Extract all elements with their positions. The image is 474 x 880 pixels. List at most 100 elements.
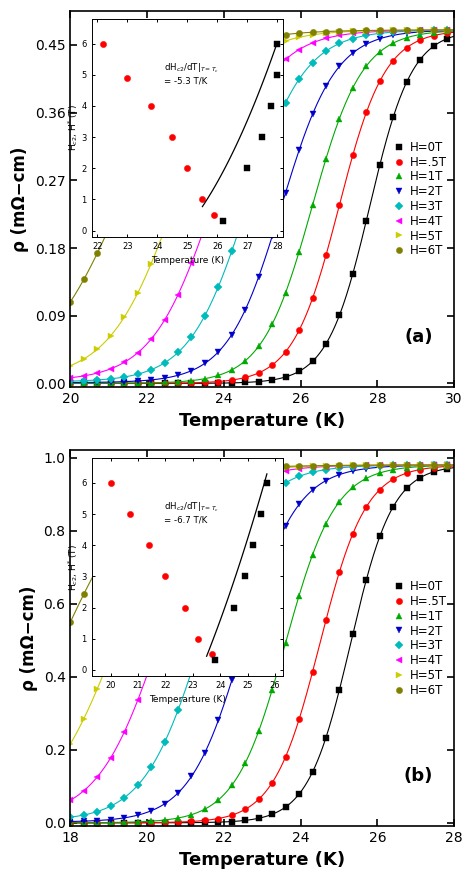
H=6T <box>229 42 235 53</box>
H=6T <box>216 49 221 60</box>
H=3T <box>417 26 423 36</box>
H=.5T <box>256 794 262 804</box>
H=3T <box>135 780 140 790</box>
H=6T <box>175 479 181 489</box>
H=1T <box>81 818 87 828</box>
H=6T <box>337 26 342 36</box>
H=6T <box>310 460 315 471</box>
H=.5T <box>135 378 140 389</box>
H=6T <box>256 33 262 44</box>
H=6T <box>431 459 437 470</box>
H=4T <box>94 772 100 782</box>
H=5T <box>202 122 208 133</box>
H=0T <box>337 310 342 320</box>
H=.5T <box>269 777 275 788</box>
H=1T <box>256 726 262 737</box>
H=5T <box>94 344 100 355</box>
H=.5T <box>350 150 356 160</box>
H=0T <box>81 818 87 828</box>
H=.5T <box>364 502 369 512</box>
H=1T <box>94 378 100 389</box>
H=.5T <box>431 30 437 40</box>
H=3T <box>175 705 181 715</box>
H=0T <box>364 575 369 585</box>
H=4T <box>417 460 423 471</box>
H=3T <box>189 666 194 677</box>
H=5T <box>323 460 329 471</box>
H=2T <box>377 462 383 473</box>
H=1T <box>162 815 167 825</box>
H=5T <box>323 28 329 39</box>
H=5T <box>135 288 140 298</box>
H=1T <box>417 29 423 40</box>
H=3T <box>377 28 383 39</box>
H=2T <box>242 631 248 642</box>
H=0T <box>229 817 235 827</box>
H=1T <box>135 378 140 388</box>
H=1T <box>391 38 396 48</box>
H=4T <box>242 480 248 490</box>
H=5T <box>108 650 114 661</box>
H=6T <box>404 25 410 35</box>
H=6T <box>296 28 302 39</box>
H=5T <box>377 26 383 36</box>
H=3T <box>148 762 154 773</box>
H=6T <box>202 59 208 70</box>
H=2T <box>431 26 437 36</box>
H=2T <box>296 145 302 156</box>
H=5T <box>256 49 262 60</box>
H=5T <box>404 460 410 471</box>
H=5T <box>202 485 208 495</box>
H=0T <box>189 818 194 828</box>
H=2T <box>94 815 100 825</box>
H=6T <box>323 26 329 37</box>
H=2T <box>377 33 383 44</box>
H=.5T <box>216 377 221 387</box>
H=2T <box>404 28 410 39</box>
H=.5T <box>108 378 114 389</box>
H=.5T <box>377 484 383 495</box>
H=6T <box>364 26 369 36</box>
H=2T <box>108 814 114 825</box>
H=.5T <box>94 818 100 828</box>
H=6T <box>189 473 194 484</box>
H=4T <box>323 461 329 472</box>
H=6T <box>242 38 248 48</box>
H=3T <box>162 357 167 368</box>
H=0T <box>364 216 369 226</box>
H=6T <box>242 464 248 474</box>
H=6T <box>377 460 383 471</box>
H=4T <box>444 25 450 35</box>
H=2T <box>269 550 275 561</box>
H=3T <box>81 810 87 820</box>
H=0T <box>242 378 248 388</box>
H=1T <box>404 463 410 473</box>
H=5T <box>431 459 437 470</box>
H=.5T <box>202 815 208 825</box>
H=4T <box>296 464 302 474</box>
H=1T <box>108 378 114 389</box>
H=0T <box>296 788 302 799</box>
H=.5T <box>229 810 235 820</box>
H=1T <box>121 817 127 827</box>
H=0T <box>148 818 154 828</box>
H=3T <box>377 460 383 471</box>
H=4T <box>216 504 221 515</box>
H=5T <box>242 60 248 70</box>
H=.5T <box>417 465 423 475</box>
H=5T <box>337 460 342 471</box>
H=.5T <box>391 474 396 485</box>
H=0T <box>121 818 127 828</box>
H=2T <box>108 377 114 387</box>
H=1T <box>94 818 100 828</box>
H=3T <box>216 282 221 292</box>
H=5T <box>350 26 356 37</box>
H=.5T <box>189 816 194 826</box>
H=4T <box>310 462 315 473</box>
X-axis label: Temperature (K): Temperature (K) <box>179 412 345 429</box>
H=0T <box>350 268 356 279</box>
H=6T <box>68 617 73 627</box>
H=.5T <box>310 667 315 678</box>
H=4T <box>81 786 87 796</box>
H=5T <box>391 460 396 471</box>
